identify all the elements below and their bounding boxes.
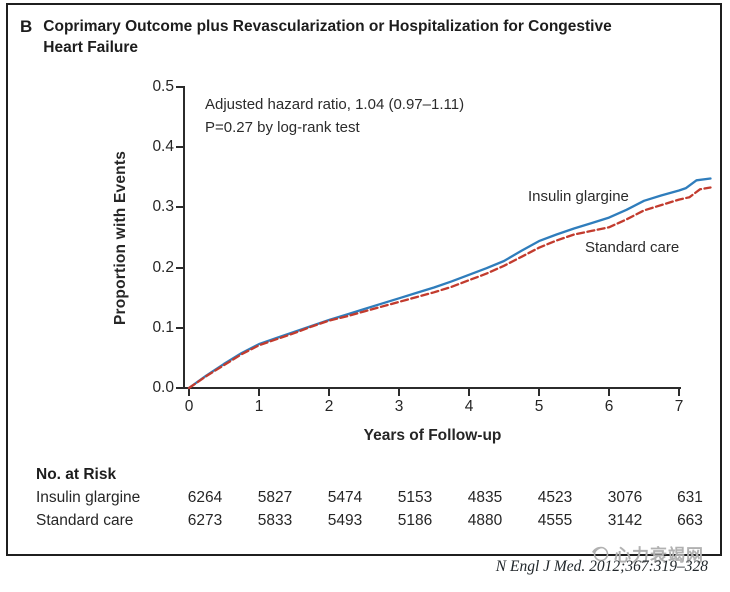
risk-value: 5186 xyxy=(397,512,433,529)
panel-title-line2: Heart Failure xyxy=(43,39,139,56)
standard-care-curve xyxy=(187,186,712,390)
panel-letter: B xyxy=(20,17,33,36)
risk-value: 3076 xyxy=(607,489,643,506)
panel-title-line1: Coprimary Outcome plus Revascularization… xyxy=(43,18,612,35)
pvalue-line: P=0.27 by log-rank test xyxy=(205,119,360,136)
risk-value: 4835 xyxy=(467,489,503,506)
risk-table-heading: No. at Risk xyxy=(36,466,117,483)
y-tick-0.2: 0.2 xyxy=(152,259,174,276)
risk-row-standard-care: Standard care 6273 5833 5493 5186 4880 4… xyxy=(0,512,730,534)
risk-value: 5833 xyxy=(257,512,293,529)
risk-value: 4555 xyxy=(537,512,573,529)
risk-row-insulin-glargine: Insulin glargine 6264 5827 5474 5153 483… xyxy=(0,489,730,511)
watermark-text: 心力衰竭网 xyxy=(614,546,704,565)
standard-care-label: Standard care xyxy=(585,239,680,256)
insulin-glargine-curve xyxy=(187,177,712,390)
x-tick-3: 3 xyxy=(394,398,404,415)
x-axis-title: Years of Follow-up xyxy=(363,427,502,444)
y-tick-0.5: 0.5 xyxy=(152,78,174,95)
y-tick-0.0: 0.0 xyxy=(152,379,174,396)
figure-border-box xyxy=(6,3,722,556)
y-tick-0.1: 0.1 xyxy=(152,319,174,336)
x-tick-4: 4 xyxy=(464,398,474,415)
risk-value: 5474 xyxy=(327,489,363,506)
x-tick-5: 5 xyxy=(534,398,544,415)
risk-row-label: Insulin glargine xyxy=(36,489,141,506)
risk-value: 4523 xyxy=(537,489,573,506)
x-tick-0: 0 xyxy=(184,398,194,415)
hazard-ratio-line: Adjusted hazard ratio, 1.04 (0.97–1.11) xyxy=(205,96,465,113)
watermark: 心力衰竭网 xyxy=(590,541,704,566)
x-tick-2: 2 xyxy=(324,398,334,415)
risk-value: 5827 xyxy=(257,489,293,506)
risk-value: 5153 xyxy=(397,489,433,506)
risk-value: 5493 xyxy=(327,512,363,529)
risk-value: 4880 xyxy=(467,512,503,529)
risk-value: 3142 xyxy=(607,512,643,529)
y-tick-0.4: 0.4 xyxy=(152,138,174,155)
journal-citation: N Engl J Med. 2012;367:319–328 xyxy=(495,558,708,575)
watermark-logo-icon xyxy=(590,545,610,562)
x-tick-6: 6 xyxy=(604,398,614,415)
insulin-glargine-label: Insulin glargine xyxy=(528,188,629,205)
panel-title-text: Coprimary Outcome plus Revascularization… xyxy=(43,16,611,58)
risk-value: 631 xyxy=(677,489,703,506)
x-axis-ticks xyxy=(188,388,680,396)
risk-value: 663 xyxy=(677,512,703,529)
panel-title: B Coprimary Outcome plus Revascularizati… xyxy=(20,16,612,58)
x-tick-7: 7 xyxy=(674,398,684,415)
y-axis-title: Proportion with Events xyxy=(112,150,129,326)
hazard-ratio-annotation: Adjusted hazard ratio, 1.04 (0.97–1.11) … xyxy=(205,93,464,139)
risk-row-label: Standard care xyxy=(36,512,134,529)
y-axis-ticks xyxy=(176,86,184,389)
y-tick-0.3: 0.3 xyxy=(152,198,174,215)
x-tick-1: 1 xyxy=(254,398,264,415)
risk-value: 6273 xyxy=(187,512,223,529)
risk-value: 6264 xyxy=(187,489,223,506)
